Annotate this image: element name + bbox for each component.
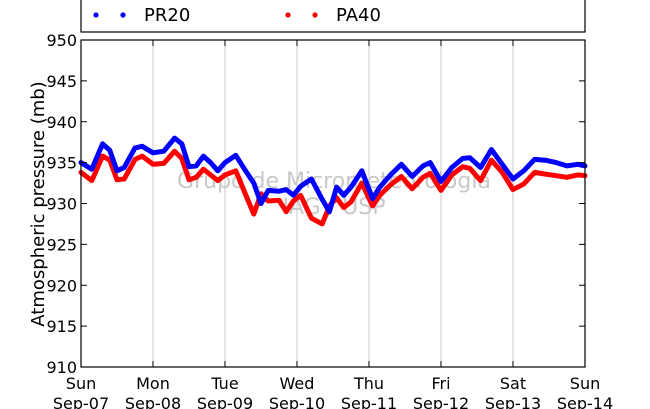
y-tick-label: 945 bbox=[46, 72, 77, 91]
x-tick-label-date: Sep-07 bbox=[53, 394, 109, 409]
y-tick-label: 950 bbox=[46, 31, 77, 50]
series-lines bbox=[78, 135, 588, 227]
x-tick-label-date: Sep-08 bbox=[125, 394, 181, 409]
series-line-pr20 bbox=[78, 135, 588, 215]
y-tick-label: 930 bbox=[46, 195, 77, 214]
x-tick-label-day: Mon bbox=[136, 374, 170, 393]
axes: 910915920925930935940945950SunSep-07MonS… bbox=[46, 31, 613, 409]
y-tick-label: 925 bbox=[46, 235, 77, 254]
legend-marker bbox=[285, 12, 291, 18]
x-tick-label-date: Sep-10 bbox=[269, 394, 325, 409]
legend-marker bbox=[93, 12, 99, 18]
legend-label: PA40 bbox=[336, 5, 381, 26]
x-tick-label-day: Thu bbox=[353, 374, 384, 393]
legend-entry-pr20: PR20 bbox=[93, 5, 190, 26]
x-tick-label-day: Sat bbox=[500, 374, 526, 393]
y-tick-label: 920 bbox=[46, 276, 77, 295]
x-tick-label-day: Sun bbox=[66, 374, 96, 393]
legend-label: PR20 bbox=[144, 5, 190, 26]
legend-entry-pa40: PA40 bbox=[285, 5, 381, 26]
x-tick-label-day: Fri bbox=[431, 374, 450, 393]
x-tick-label-date: Sep-09 bbox=[197, 394, 253, 409]
y-tick-label: 935 bbox=[46, 154, 77, 173]
y-tick-label: 915 bbox=[46, 317, 77, 336]
x-tick-label-day: Wed bbox=[280, 374, 315, 393]
y-tick-label: 940 bbox=[46, 113, 77, 132]
x-tick-label-date: Sep-12 bbox=[413, 394, 469, 409]
series-line-pa40 bbox=[78, 148, 588, 227]
x-tick-label-date: Sep-14 bbox=[557, 394, 613, 409]
x-tick-label-day: Sun bbox=[570, 374, 600, 393]
legend-marker bbox=[120, 12, 126, 18]
y-tick-label: 910 bbox=[46, 358, 77, 377]
legend-marker bbox=[312, 12, 318, 18]
x-tick-label-date: Sep-11 bbox=[341, 394, 397, 409]
y-axis-label: Atmospheric pressure (mb) bbox=[28, 81, 49, 326]
legend: PR20 PA40 bbox=[80, 0, 586, 33]
x-tick-label-date: Sep-13 bbox=[485, 394, 541, 409]
x-tick-label-day: Tue bbox=[210, 374, 238, 393]
legend-box bbox=[80, 0, 586, 33]
